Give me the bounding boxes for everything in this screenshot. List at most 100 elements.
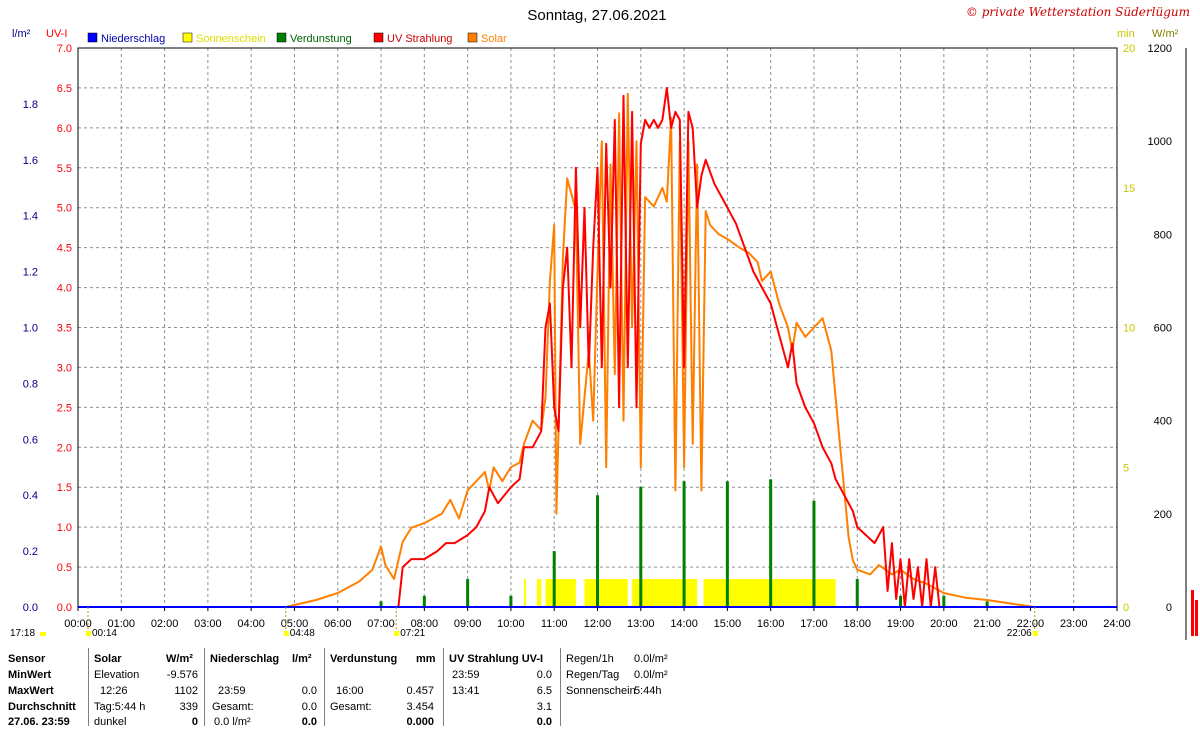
stats-cell: 16:00 [336, 685, 364, 697]
legend-label: Niederschlag [101, 33, 165, 45]
x-tick-label: 07:00 [367, 618, 395, 630]
x-tick-label: 02:00 [151, 618, 179, 630]
legend-swatch [467, 32, 478, 43]
solar-axis-tick-label: 200 [1154, 509, 1172, 521]
sunshine-bar [632, 579, 698, 607]
uv-axis-tick-label: 4.0 [57, 283, 72, 295]
solar-axis-tick-label: 1000 [1148, 136, 1172, 148]
stats-header-precip-unit: l/m² [292, 653, 312, 665]
solar-axis-tick-label: 0 [1166, 602, 1172, 614]
x-tick-label: 24:00 [1103, 618, 1131, 630]
extra-value: 5:44h [634, 685, 662, 697]
x-tick-label: 16:00 [757, 618, 785, 630]
uv-axis-tick-label: 6.5 [57, 83, 72, 95]
extra-label: Regen/1h [566, 653, 614, 665]
event-marker-label: 00:14 [92, 628, 117, 639]
left-outer-unit: l/m² [12, 28, 31, 40]
solar-axis-tick-label: 1200 [1148, 43, 1172, 55]
stats-row-label: Durchschnitt [8, 701, 76, 713]
uv-axis-tick-label: 1.0 [57, 522, 72, 534]
event-marker-label: 22:06 [1007, 628, 1032, 639]
stats-row-label: MaxWert [8, 685, 54, 697]
uv-axis-tick-label: 2.0 [57, 442, 72, 454]
stats-header-uv: UV Strahlung UV-I [449, 653, 544, 665]
stats-cell: 13:41 [452, 685, 480, 697]
stats-cell: 23:59 [218, 685, 246, 697]
stats-cell: 6.5 [536, 685, 552, 697]
precip-axis-tick-label: 0.6 [23, 434, 38, 446]
stats-header-precip: Niederschlag [210, 653, 280, 665]
legend-swatch [276, 32, 287, 43]
stats-cell: 1102 [174, 685, 198, 697]
uv-axis-tick-label: 0.5 [57, 562, 72, 574]
x-tick-label: 13:00 [627, 618, 655, 630]
evaporation-bar [985, 601, 989, 607]
precip-axis-tick-label: 1.2 [23, 267, 38, 279]
x-tick-label: 01:00 [108, 618, 136, 630]
uv-mini-bar [1191, 590, 1194, 636]
uv-axis-tick-label: 4.5 [57, 243, 72, 255]
legend-swatch [182, 32, 193, 43]
stats-divider [88, 648, 89, 726]
stats-cell: 0.0 [301, 685, 317, 697]
evaporation-bar [639, 486, 643, 607]
stats-cell: dunkel [94, 716, 127, 728]
evaporation-bar [596, 495, 599, 607]
stats-cell: 23:59 [452, 669, 480, 681]
sunshine-axis-tick-label: 20 [1123, 43, 1135, 55]
solar-axis-tick-label: 800 [1154, 229, 1172, 241]
uv-axis-tick-label: 0.0 [57, 602, 72, 614]
stats-cell: 3.454 [406, 701, 434, 713]
stats-header-evap: Verdunstung [330, 653, 398, 665]
precip-axis-tick-label: 1.6 [23, 155, 38, 167]
stats-cell: 339 [179, 701, 198, 713]
sunshine-axis-tick-label: 10 [1123, 323, 1135, 335]
stats-cell: 3.1 [536, 701, 552, 713]
legend-label: Verdunstung [290, 33, 352, 45]
right-min-unit: min [1117, 28, 1135, 40]
extra-value: 0.0l/m² [634, 669, 668, 681]
event-markers: 17:18 00:14 04:48 07:21 22:06 [10, 607, 1038, 639]
stats-cell: 0.0 [536, 669, 552, 681]
sunshine-bar [584, 579, 628, 607]
left-inner-unit: UV-I [46, 28, 67, 40]
stats-cell: 0 [191, 716, 198, 728]
evaporation-bar [682, 481, 686, 607]
x-tick-label: 03:00 [194, 618, 222, 630]
stats-header-solar: Solar [94, 653, 122, 665]
x-tick-label: 04:00 [237, 618, 265, 630]
uv-axis-tick-label: 1.5 [57, 482, 72, 494]
x-tick-label: 11:00 [541, 618, 568, 630]
sunshine-bar [523, 579, 527, 607]
x-tick-label: 12:00 [584, 618, 612, 630]
x-tick-label: 17:00 [800, 618, 828, 630]
sunshine-axis-tick-label: 0 [1123, 602, 1129, 614]
evaporation-bar [379, 601, 383, 607]
left-time-label: 17:18 [10, 628, 35, 639]
extra-label: Sonnenschein [566, 685, 636, 697]
stats-divider [204, 648, 205, 726]
evaporation-bar [942, 595, 946, 607]
weather-chart: Sonntag, 27.06.2021 © private Wetterstat… [10, 5, 1198, 640]
x-tick-label: 06:00 [324, 618, 352, 630]
uv-axis-tick-label: 3.5 [57, 323, 72, 335]
stats-header-evap-unit: mm [416, 653, 436, 665]
uv-axis-tick-label: 5.0 [57, 203, 72, 215]
stats-cell: 0.0 [536, 716, 552, 728]
precip-axis-tick-label: 0.2 [23, 546, 38, 558]
x-tick-label: 20:00 [930, 618, 958, 630]
precip-axis-tick-label: 0.4 [23, 490, 38, 502]
event-marker-swatch [1032, 631, 1038, 636]
extra-value: 0.0l/m² [634, 653, 668, 665]
uv-mini-bar [1195, 600, 1198, 636]
x-tick-label: 08:00 [411, 618, 439, 630]
uv-line [397, 86, 944, 608]
stats-cell: -9.576 [166, 669, 198, 681]
stats-row-label: MinWert [8, 669, 52, 681]
copyright-label: © private Wetterstation Süderlügum [966, 5, 1190, 19]
x-tick-label: 09:00 [454, 618, 482, 630]
evaporation-series [379, 479, 989, 607]
stats-cell: 0.0 l/m² [214, 716, 251, 728]
stats-table: Sensor Solar W/m² Niederschlag l/m² Verd… [0, 648, 1200, 728]
x-tick-label: 18:00 [843, 618, 871, 630]
